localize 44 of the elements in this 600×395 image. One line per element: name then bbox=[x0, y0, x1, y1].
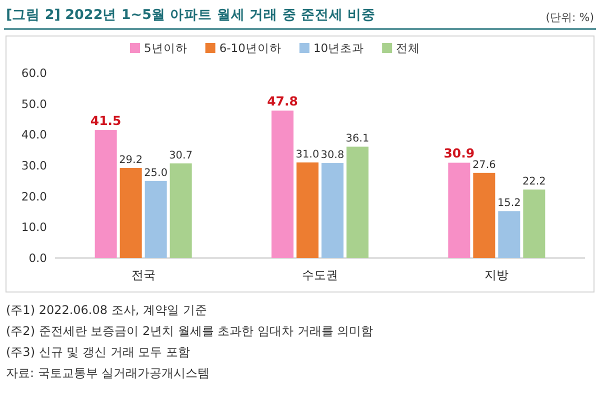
data-label: 15.2 bbox=[497, 197, 521, 210]
legend-label: 전체 bbox=[396, 41, 420, 55]
data-label: 36.1 bbox=[346, 132, 370, 145]
bar bbox=[523, 190, 546, 258]
data-label: 30.9 bbox=[444, 146, 475, 161]
legend-label: 5년이하 bbox=[144, 41, 188, 55]
bar bbox=[448, 162, 470, 258]
legend-label: 6-10년이하 bbox=[219, 41, 282, 55]
text: (주1) 2022.06.08 조사, 계약일 기준 bbox=[6, 303, 207, 317]
chart-subtitle: (단위: %) bbox=[546, 11, 594, 24]
data-label: 31.0 bbox=[296, 148, 320, 160]
y-tick-label: 0.0 bbox=[28, 251, 47, 265]
bar bbox=[272, 110, 294, 258]
y-tick-label: 20.0 bbox=[21, 189, 47, 204]
data-label: 30.7 bbox=[169, 149, 193, 162]
data-label: 29.2 bbox=[119, 154, 143, 166]
data-label: 47.8 bbox=[267, 94, 298, 109]
bar bbox=[170, 163, 192, 258]
data-label: 27.6 bbox=[472, 158, 496, 171]
text: (주2) 준전세란 보증금이 2년치 월세를 초과한 임대차 거래를 의미함 bbox=[6, 324, 374, 338]
y-tick-label: 40.0 bbox=[21, 128, 47, 142]
bar bbox=[498, 211, 520, 258]
text: 자료: 국토교통부 실거래가공개시스템 bbox=[6, 366, 210, 380]
bar bbox=[322, 163, 344, 258]
bar bbox=[473, 172, 496, 258]
y-tick-label: 10.0 bbox=[21, 220, 47, 234]
bar bbox=[144, 180, 167, 258]
data-label: 41.5 bbox=[90, 113, 122, 128]
bar bbox=[120, 168, 142, 258]
legend-label: 10년초과 bbox=[313, 41, 364, 55]
x-tick-label: 지방 bbox=[484, 268, 509, 282]
y-tick-label: 60.0 bbox=[21, 66, 47, 80]
text: (주3) 신규 및 갱신 거래 모두 포함 bbox=[6, 345, 190, 359]
bar bbox=[346, 146, 368, 258]
x-tick-label: 수도권 bbox=[302, 268, 338, 282]
y-tick-label: 50.0 bbox=[21, 96, 47, 111]
bar bbox=[94, 130, 117, 258]
y-tick-label: 30.0 bbox=[21, 158, 47, 172]
chart-title: [그림 2] 2022년 1~5월 아파트 월세 거래 중 준전세 비중 bbox=[6, 7, 376, 23]
data-label: 25.0 bbox=[144, 166, 168, 179]
data-label: 22.2 bbox=[522, 176, 546, 188]
bar bbox=[296, 162, 318, 258]
x-tick-label: 전국 bbox=[131, 268, 156, 282]
data-label: 30.8 bbox=[320, 149, 344, 162]
